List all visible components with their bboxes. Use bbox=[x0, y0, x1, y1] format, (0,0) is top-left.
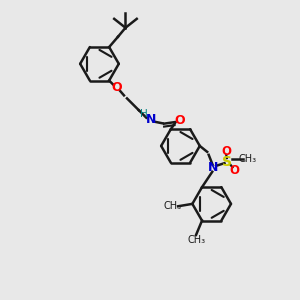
Text: N: N bbox=[208, 161, 218, 174]
Text: O: O bbox=[174, 114, 185, 127]
Text: H: H bbox=[140, 109, 148, 119]
Text: O: O bbox=[111, 82, 122, 94]
Text: CH₃: CH₃ bbox=[187, 235, 205, 245]
Text: CH₃: CH₃ bbox=[164, 201, 182, 211]
Text: CH₃: CH₃ bbox=[238, 154, 257, 164]
Text: O: O bbox=[230, 164, 240, 176]
Text: O: O bbox=[221, 145, 231, 158]
Text: S: S bbox=[222, 155, 233, 169]
Text: N: N bbox=[146, 113, 156, 126]
